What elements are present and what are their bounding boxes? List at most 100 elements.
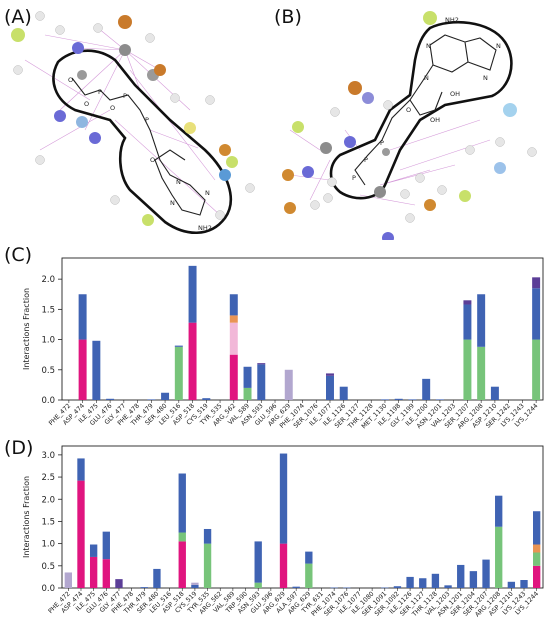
bar-segment	[394, 398, 403, 400]
bar-segment	[532, 339, 541, 400]
residue-node	[118, 15, 132, 29]
y-tick-label: 0.5	[41, 366, 55, 376]
bar-segment	[89, 556, 98, 588]
bar-segment	[89, 544, 98, 557]
bar-segment	[469, 571, 478, 588]
bar-segment	[229, 315, 238, 323]
ligand-interaction-diagram-a: O P P P O O O N N N NH2	[11, 11, 255, 234]
residue-circles	[282, 11, 517, 240]
interaction-lines	[24, 27, 221, 216]
residue-node	[292, 121, 304, 133]
bar-segment	[533, 552, 541, 566]
mg-ion	[320, 142, 332, 154]
bar-segment	[257, 363, 266, 365]
bar-segment	[495, 495, 503, 527]
chart-d-interactions-fraction: 0.0 0.5 1.0 1.5 2.0 2.5 3.0 Interactions Fracti…	[22, 445, 544, 619]
y-tick-label: 1.0	[41, 336, 55, 346]
bar-segment	[532, 288, 541, 340]
bar-segment	[64, 572, 72, 588]
bar-segment	[78, 294, 87, 340]
bar-segment	[444, 585, 452, 588]
atom-label: N	[205, 189, 210, 197]
ligand-atoms: O P P P O O O N N N NH2	[68, 76, 212, 232]
atom-label: O	[68, 76, 73, 84]
residue-node	[494, 162, 506, 174]
atom-label: OH	[430, 116, 440, 124]
bar-segment	[254, 541, 262, 583]
bar-segment	[431, 573, 440, 588]
residue-circles	[11, 15, 238, 226]
bar-segment	[330, 587, 338, 589]
y-tick-label: 1.5	[41, 517, 55, 527]
residue-node	[362, 92, 374, 104]
bar-segment	[490, 386, 499, 400]
water-node	[145, 33, 155, 43]
residue-node	[348, 81, 362, 95]
bar-segment	[477, 346, 486, 400]
water-node	[330, 107, 340, 117]
bar-segment	[140, 587, 148, 588]
water-molecules	[310, 100, 537, 223]
bar-segment	[191, 582, 199, 585]
bar-segment	[106, 398, 115, 400]
metal-ions	[320, 142, 390, 198]
y-axis-label: Interactions Fraction	[22, 288, 31, 370]
bar-segment	[229, 322, 238, 355]
residue-node	[89, 132, 101, 144]
water-node	[323, 193, 333, 203]
residue-node	[184, 122, 196, 134]
y-axis-label: Interactions Fraction	[22, 476, 31, 558]
bar-segment	[102, 559, 110, 588]
water-node	[205, 95, 215, 105]
ligand-skeleton	[354, 34, 497, 186]
water-node	[245, 183, 255, 193]
bar-segment	[393, 586, 402, 588]
bar-segment	[326, 373, 334, 376]
residue-node	[282, 169, 294, 181]
water-node	[170, 93, 180, 103]
atom-label: NH2	[198, 224, 212, 232]
bar-segment	[77, 458, 85, 481]
bar-segment	[457, 564, 465, 588]
water-node	[215, 210, 225, 220]
bar-segment	[463, 304, 472, 340]
bar-segment	[174, 345, 183, 347]
atom-label: P	[380, 139, 384, 147]
bar-segment	[533, 565, 541, 588]
ligand-skeleton	[71, 77, 206, 216]
bar-segment	[406, 576, 414, 588]
panel-label-b: (B)	[274, 6, 302, 28]
water-node	[93, 23, 103, 33]
bar-segment	[229, 354, 238, 400]
bar-segment	[477, 294, 486, 347]
water-node	[327, 177, 337, 187]
residue-node	[54, 110, 66, 122]
water-node	[383, 100, 393, 110]
y-tick-label: 2.0	[41, 495, 55, 505]
residue-node	[11, 28, 25, 42]
atom-label: O	[406, 106, 411, 114]
water-node	[35, 155, 45, 165]
atom-label: O	[84, 100, 89, 108]
bar-segment	[92, 340, 101, 400]
residue-node	[344, 136, 356, 148]
bar-segment	[147, 399, 156, 400]
panel-label-a: (A)	[4, 6, 32, 28]
water-node	[110, 195, 120, 205]
residue-node	[382, 232, 394, 240]
bar-segment	[495, 526, 503, 588]
y-tick-label: 3.0	[41, 451, 55, 461]
y-tick-label: 0.5	[41, 562, 55, 572]
residue-node	[219, 169, 231, 181]
residue-node	[424, 199, 436, 211]
atom-label: N	[426, 42, 431, 50]
bar-segment	[305, 563, 313, 588]
bar-segment	[202, 398, 211, 400]
water-node	[55, 25, 65, 35]
bar-segment	[279, 543, 288, 588]
bar-segment	[343, 587, 351, 589]
bar-segment	[422, 378, 431, 400]
bar-segment	[178, 532, 186, 542]
y-tick-label: 0.0	[41, 396, 55, 406]
ligand-interaction-diagram-b: NH2 N N N N OH OH O P P P	[282, 11, 537, 240]
